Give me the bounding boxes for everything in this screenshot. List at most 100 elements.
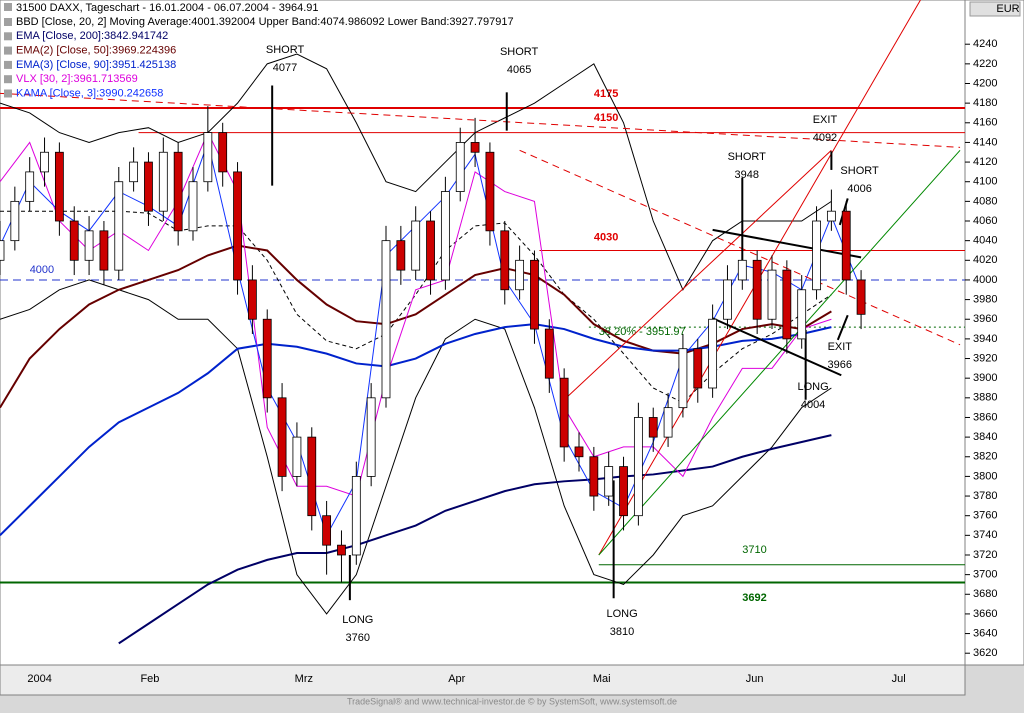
x-tick-label: Jul [892,673,906,685]
candle-body [737,259,747,281]
y-tick-label: 4060 [973,215,997,227]
candle-body [841,210,851,281]
candle-body [797,289,807,340]
y-tick-label: 3860 [973,411,997,423]
candle-body [54,151,64,222]
y-tick-label: 3760 [973,510,997,522]
x-axis-panel [0,664,966,696]
annotation: 3810 [610,626,634,638]
y-tick-label: 4080 [973,195,997,207]
x-tick-label: Apr [448,673,465,685]
legend-entry: KAMA [Close, 3]:3990.242658 [16,87,163,99]
candle-body [10,200,20,242]
y-tick-label: 3960 [973,313,997,325]
x-tick-label: Jun [746,673,764,685]
axes: 3620 3640 3660 3680 3700 3720 3740 3760 3780 3800… [27,38,997,685]
candle-body [144,161,153,212]
candle-body [619,466,628,517]
candle-body [381,240,391,399]
candle-body [0,240,5,261]
y-tick-label: 4000 [973,274,997,286]
y-tick-label: 3820 [973,451,997,463]
legend-icon [4,75,12,84]
candle-body [277,397,287,477]
y-tick-label: 4240 [973,38,997,50]
annotation: 4065 [507,64,531,76]
legend-entry: BBD [Close, 20, 2] Moving Average:4001.3… [16,16,514,28]
candle-body [559,377,569,448]
annotation: SHORT [266,44,305,56]
level-label: 4150 [594,112,618,124]
candle-body [69,220,79,261]
indicator-line [0,279,832,615]
annotation: 4004 [801,399,825,411]
candle-body [114,181,124,271]
annotation: SHORT [840,165,879,177]
x-tick-label: Feb [140,673,159,685]
candle-body [188,181,198,232]
candle-body [99,230,109,271]
y-tick-label: 4160 [973,117,997,129]
candle-body [218,132,228,173]
legend-icon [4,32,12,41]
trendline [519,149,961,346]
candle-body [233,171,242,281]
candle-body [515,259,525,291]
level-label: 38.20% - 3951.97 [599,326,686,338]
indicator-line [118,434,832,645]
candle-body [455,142,465,192]
candle-body [678,348,688,409]
candle-body [723,279,732,320]
annotation: 4006 [847,183,871,195]
level-label: 3710 [742,544,766,556]
annotation: 4077 [273,62,297,74]
y-tick-label: 4140 [973,136,997,148]
legend-entry: EMA(2) [Close, 50]:3969.224396 [16,45,176,57]
legend-icon [4,3,12,11]
candle-body [500,230,510,291]
indicator-line [0,131,832,497]
annotation: 3966 [828,359,852,371]
candle-body [574,446,584,458]
legend-entry: VLX [30, 2]:3961.713569 [16,73,138,85]
footer: TradeSignal® and www.technical-investor.… [347,696,677,706]
y-tick-label: 3740 [973,529,997,541]
candle-body [25,171,35,202]
currency-box [969,1,1021,17]
annotation: EXIT [813,114,838,126]
y-tick-label: 4120 [973,156,997,168]
indicator-line [0,140,862,537]
candle-body [203,132,213,183]
y-tick-label: 4180 [973,97,997,109]
candle-body [812,220,821,291]
x-tick-label: 2004 [27,673,51,685]
candle-body [366,397,376,477]
legend-icon [4,89,12,98]
y-tick-label: 3800 [973,470,997,482]
candle-body [470,142,480,153]
y-tick-label: 3900 [973,372,997,384]
y-tick-label: 3920 [973,352,997,364]
candle-body [129,161,139,183]
candle-body [337,544,346,556]
x-tick-label: Mrz [295,673,313,685]
candle-body [767,269,777,320]
candle-body [589,456,599,497]
legend-icon [4,18,12,26]
annotation: SHORT [500,46,539,58]
y-tick-label: 4040 [973,235,997,247]
candle-body [158,151,168,212]
y-tick-label: 3840 [973,431,997,443]
candle-body [485,151,495,232]
y-tick-label: 3700 [973,569,997,581]
candle-body [663,407,673,438]
y-tick-label: 3980 [973,294,997,306]
trendline [712,228,862,259]
y-tick-label: 4100 [973,176,997,188]
candle-body [856,279,866,315]
y-tick-label: 3660 [973,608,997,620]
candle-body [530,259,539,330]
annotation: SHORT [728,151,767,163]
